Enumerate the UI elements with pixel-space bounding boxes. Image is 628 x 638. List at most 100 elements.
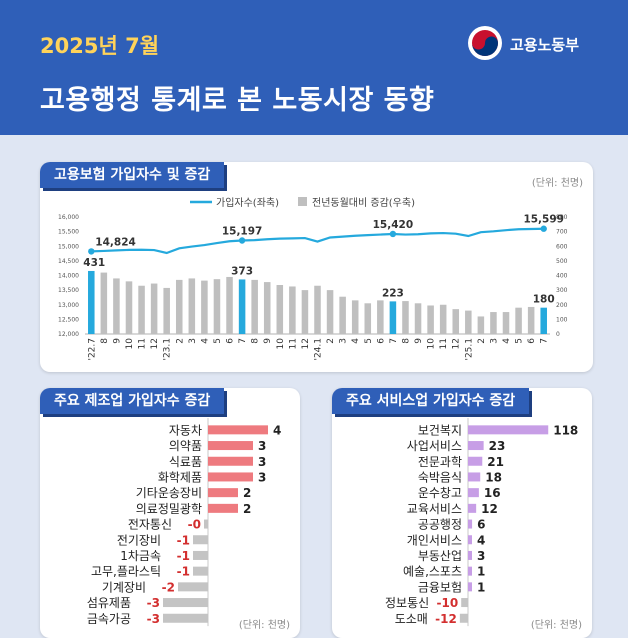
- manufacturing-value: -2: [162, 580, 175, 594]
- services-bar: [468, 566, 472, 576]
- change-bar: [477, 316, 485, 334]
- services-unit: (단위: 천명): [530, 620, 582, 631]
- change-bar: [138, 285, 145, 334]
- change-bar: [540, 307, 547, 334]
- change-bar: [188, 278, 196, 334]
- services-panel: 주요 서비스업 가입자수 증감 (단위: 천명) 보건복지 118 사업서비스 23 전…: [332, 388, 592, 638]
- services-value: 6: [477, 518, 485, 532]
- manufacturing-category: 1차금속: [120, 549, 161, 563]
- manufacturing-value: -1: [177, 565, 190, 579]
- manufacturing-bar: [208, 441, 253, 451]
- x-tick-label: 3: [188, 338, 198, 344]
- y-left-tick: 14,000: [58, 273, 79, 280]
- change-bar: [276, 285, 284, 334]
- manufacturing-category: 기계장비: [102, 580, 146, 594]
- manufacturing-category: 섬유제품: [87, 596, 131, 610]
- manufacturing-bar: [208, 472, 253, 482]
- change-bar: [163, 287, 170, 334]
- x-tick-label: 8: [100, 338, 110, 344]
- legend-change: 전년동월대비 증감(우축): [312, 197, 415, 209]
- change-bar: [377, 300, 384, 334]
- manufacturing-bar: [208, 425, 268, 435]
- x-tick-label: 11: [439, 338, 449, 349]
- manufacturing-value: -1: [177, 549, 190, 563]
- change-bar: [100, 272, 108, 334]
- manufacturing-category: 전자통신: [128, 518, 172, 532]
- subscribers-label: 15,197: [222, 225, 263, 237]
- manufacturing-bar: [208, 488, 238, 498]
- x-tick-label: 9: [414, 338, 424, 344]
- y-left-tick: 15,500: [58, 229, 79, 236]
- x-tick-label: 12: [301, 338, 311, 349]
- services-category: 개인서비스: [407, 533, 462, 547]
- subscribers-line: [91, 227, 544, 255]
- services-value: 23: [489, 439, 506, 453]
- change-bar: [88, 270, 95, 334]
- y-left-tick: 16,000: [58, 214, 79, 221]
- change-bar: [402, 301, 409, 334]
- change-label: 431: [83, 257, 105, 269]
- x-tick-label: '24.1: [314, 338, 324, 361]
- services-value: 4: [477, 533, 485, 547]
- x-tick-label: '25.1: [464, 338, 474, 361]
- change-bar: [515, 307, 522, 334]
- x-tick-label: 4: [502, 338, 512, 344]
- x-tick-label: 10: [276, 338, 286, 350]
- x-tick-label: 9: [112, 338, 122, 344]
- services-value: 16: [484, 486, 501, 500]
- manufacturing-bar: [193, 550, 208, 560]
- change-bar: [263, 282, 271, 334]
- x-tick-label: 9: [263, 338, 273, 344]
- y-right-tick: 800: [556, 214, 568, 221]
- manufacturing-category: 화학제품: [158, 470, 202, 484]
- services-value: -12: [435, 612, 457, 626]
- services-bar: [468, 456, 483, 466]
- services-category: 전문과학: [418, 455, 462, 469]
- services-category: 금융보험: [418, 580, 462, 594]
- services-value: -10: [437, 596, 459, 610]
- change-bar: [175, 279, 183, 334]
- change-bar: [339, 296, 346, 334]
- services-bar: [461, 598, 468, 608]
- services-bar: [468, 582, 472, 592]
- x-tick-label: 3: [489, 338, 499, 344]
- change-bar: [326, 290, 334, 334]
- services-bar: [468, 535, 472, 545]
- change-bar: [150, 283, 158, 334]
- manufacturing-value: -0: [188, 518, 201, 532]
- services-category: 운수창고: [418, 486, 462, 500]
- change-bar: [125, 281, 133, 334]
- change-label: 180: [533, 294, 555, 306]
- manufacturing-panel: 주요 제조업 가입자수 증감 (단위: 천명) 자동차 4 의약품 3 식료품 3 화학제품…: [40, 388, 300, 638]
- page-title: 고용행정 통계로 본 노동시장 동향: [40, 85, 435, 116]
- y-left-tick: 14,500: [58, 258, 79, 265]
- subscribers-panel: 고용보험 가입자수 및 증감 (단위: 천명) 가입자수(좌축) 전년동월대비 증…: [40, 162, 593, 372]
- x-tick-label: 6: [226, 338, 236, 344]
- manufacturing-category: 기타운송장비: [136, 486, 202, 500]
- x-tick-label: 7: [540, 338, 550, 344]
- y-right-tick: 200: [556, 302, 568, 309]
- x-tick-label: '22.7: [87, 338, 97, 361]
- manufacturing-bar: [163, 613, 208, 623]
- y-right-tick: 300: [556, 287, 568, 294]
- y-left-tick: 15,000: [58, 243, 79, 250]
- change-bar: [201, 280, 208, 334]
- manufacturing-bar: [193, 566, 208, 576]
- y-right-tick: 700: [556, 229, 568, 236]
- services-value: 1: [477, 565, 485, 579]
- change-bar: [301, 290, 309, 334]
- manufacturing-bar: [208, 503, 238, 513]
- manufacturing-unit: (단위: 천명): [238, 620, 290, 631]
- services-category: 사업서비스: [407, 439, 462, 453]
- manufacturing-value: 3: [258, 439, 266, 453]
- legend-subscribers: 가입자수(좌축): [216, 196, 279, 209]
- ministry-name: 고용노동부: [510, 36, 580, 54]
- manufacturing-value: 3: [258, 455, 266, 469]
- change-bar: [439, 304, 447, 334]
- subscribers-chart: 가입자수(좌축) 전년동월대비 증감(우축) 16,000 15,500 15,000 1…: [58, 196, 568, 361]
- x-tick-label: 5: [515, 338, 525, 344]
- x-tick-label: 7: [389, 338, 399, 344]
- services-panel-title: 주요 서비스업 가입자수 증감: [332, 388, 530, 414]
- change-bar: [452, 309, 460, 334]
- manufacturing-category: 전기장비: [117, 533, 161, 547]
